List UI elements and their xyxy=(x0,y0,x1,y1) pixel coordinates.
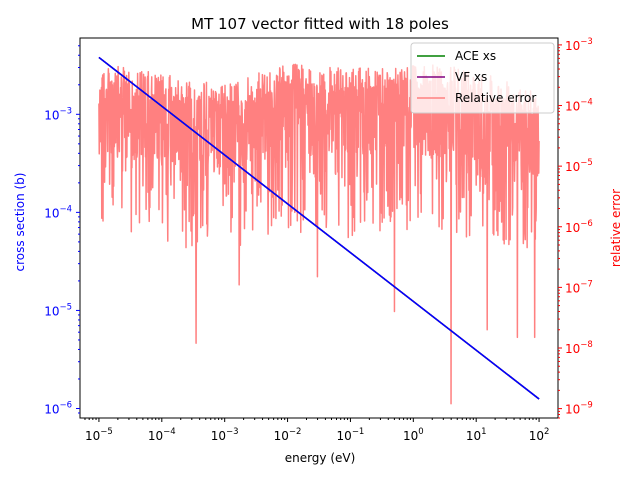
x-tick-label-3: 10−2 xyxy=(274,427,302,443)
legend-label-ace-xs: ACE xs xyxy=(455,49,496,63)
y-right-tick-label-3: 10−6 xyxy=(565,219,593,235)
y-axis-left-label: cross section (b) xyxy=(13,173,27,272)
series-relative-error xyxy=(98,63,540,405)
y-left-tick-label-0: 10−6 xyxy=(44,400,72,416)
plot-area xyxy=(98,56,540,405)
x-axis-label: energy (eV) xyxy=(285,451,356,465)
y-left-tick-label-1: 10−5 xyxy=(44,302,72,318)
legend-box xyxy=(410,42,555,114)
x-tick-label-1: 10−4 xyxy=(148,427,176,443)
legend: ACE xs VF xs Relative error xyxy=(410,42,555,114)
y-right-tick-label-1: 10−8 xyxy=(565,340,593,356)
y-right-tick-label-5: 10−4 xyxy=(565,98,593,114)
y-right-tick-label-6: 10−3 xyxy=(565,37,593,53)
y-left-tick-label-3: 10−3 xyxy=(44,106,72,122)
y-left-tick-label-2: 10−4 xyxy=(44,204,72,220)
x-tick-label-0: 10−5 xyxy=(85,427,113,443)
y-axis-right-label: relative error xyxy=(609,189,623,267)
legend-label-relative-error: Relative error xyxy=(455,91,536,105)
x-tick-label-4: 10−1 xyxy=(337,427,365,443)
x-tick-label-7: 102 xyxy=(529,427,550,443)
y-right-tick-label-2: 10−7 xyxy=(565,279,593,295)
x-tick-label-2: 10−3 xyxy=(211,427,239,443)
x-tick-label-6: 101 xyxy=(466,427,487,443)
legend-label-vf-xs: VF xs xyxy=(455,70,487,84)
y-right-tick-label-4: 10−5 xyxy=(565,158,593,174)
series-overlap-line xyxy=(98,56,540,400)
chart-title: MT 107 vector fitted with 18 poles xyxy=(191,15,449,33)
y-right-tick-label-0: 10−9 xyxy=(565,401,593,417)
axes: 10−5 10−4 10−3 10−2 10−1 100 101 102 10−6 10−5 10−… xyxy=(44,37,593,443)
x-tick-label-5: 100 xyxy=(403,427,424,443)
